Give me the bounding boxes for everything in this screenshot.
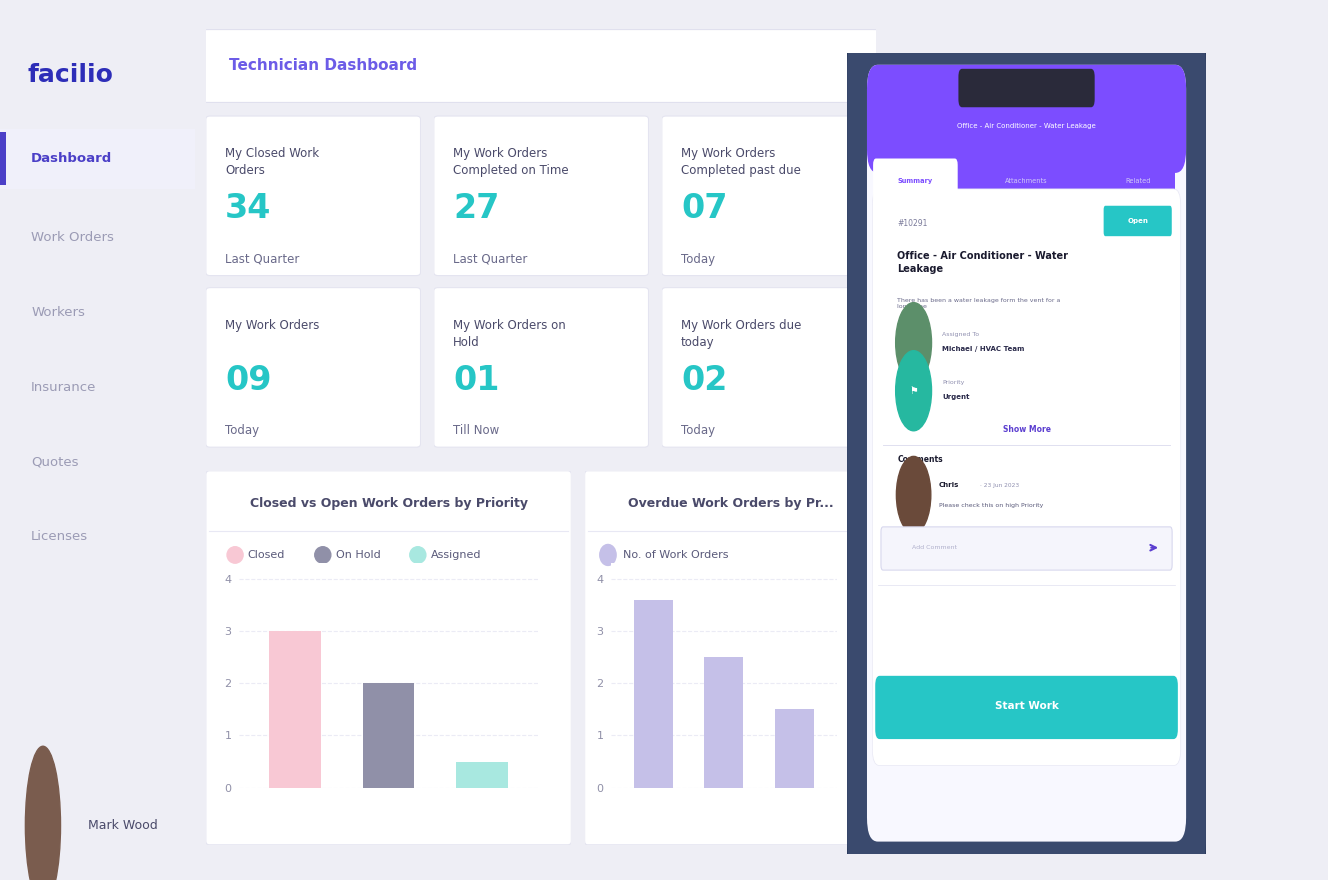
FancyBboxPatch shape [867,65,1186,841]
FancyBboxPatch shape [872,189,1181,766]
Text: 09: 09 [226,364,272,397]
Text: Last Quarter: Last Quarter [226,253,300,266]
Circle shape [410,546,426,563]
Text: 27: 27 [453,193,499,225]
FancyBboxPatch shape [661,116,876,275]
FancyBboxPatch shape [875,676,1178,739]
FancyBboxPatch shape [878,89,1175,205]
Text: My Work Orders due
today: My Work Orders due today [681,319,802,348]
FancyBboxPatch shape [584,471,876,845]
Text: Licenses: Licenses [32,531,89,543]
Text: Today: Today [681,424,716,437]
FancyBboxPatch shape [661,288,876,447]
Circle shape [315,546,331,563]
Text: No. of Work Orders: No. of Work Orders [623,550,728,560]
FancyBboxPatch shape [1104,206,1171,236]
Bar [270,631,321,788]
Text: Last Quarter: Last Quarter [453,253,527,266]
Text: Quotes: Quotes [32,456,78,468]
Text: Michael / HVAC Team: Michael / HVAC Team [943,346,1025,352]
Circle shape [600,545,616,566]
FancyBboxPatch shape [872,158,957,203]
Text: 07: 07 [681,193,728,225]
FancyBboxPatch shape [206,116,421,275]
FancyBboxPatch shape [206,471,571,845]
Text: Urgent: Urgent [943,394,969,400]
Circle shape [227,546,243,563]
FancyBboxPatch shape [0,129,195,189]
FancyBboxPatch shape [867,65,1186,172]
Text: ⚑: ⚑ [910,385,918,396]
FancyBboxPatch shape [880,527,1173,570]
Text: Start Work: Start Work [995,701,1058,711]
Text: My Closed Work
Orders: My Closed Work Orders [226,147,319,177]
Text: facilio: facilio [28,62,113,87]
Text: 02: 02 [681,364,728,397]
FancyBboxPatch shape [195,30,887,102]
Text: Work Orders: Work Orders [32,231,114,244]
Text: Office - Air Conditioner - Water Leakage: Office - Air Conditioner - Water Leakage [957,123,1096,129]
Text: Attachments: Attachments [1005,178,1048,184]
Text: Please check this on high Priority: Please check this on high Priority [939,502,1042,508]
Text: On Hold: On Hold [336,550,380,560]
Text: Summary: Summary [898,178,934,184]
Text: 34: 34 [226,193,271,225]
Bar [363,683,414,788]
Text: Closed vs Open Work Orders by Priority: Closed vs Open Work Orders by Priority [250,497,527,510]
FancyBboxPatch shape [206,288,421,447]
Text: · 23 Jun 2023: · 23 Jun 2023 [980,483,1019,488]
Circle shape [896,457,931,533]
Text: Related: Related [1125,178,1150,184]
Text: Assigned: Assigned [430,550,481,560]
Text: Today: Today [226,424,259,437]
Text: Show More: Show More [1003,425,1050,434]
Text: Today: Today [681,253,716,266]
Circle shape [895,351,931,431]
Text: Add Comment: Add Comment [912,546,956,550]
FancyBboxPatch shape [434,116,648,275]
Text: My Work Orders
Completed past due: My Work Orders Completed past due [681,147,801,177]
Bar [457,761,507,788]
Text: Open: Open [1127,218,1149,224]
Text: My Work Orders: My Work Orders [226,319,320,332]
Circle shape [25,746,61,880]
Text: Assigned To: Assigned To [943,332,980,337]
FancyBboxPatch shape [0,132,5,185]
Text: Closed: Closed [248,550,286,560]
FancyBboxPatch shape [846,21,1207,880]
Text: Comments: Comments [898,455,943,464]
Text: Dashboard: Dashboard [32,152,113,165]
Text: Chris: Chris [939,482,959,488]
Circle shape [895,303,931,383]
Text: There has been a water leakage form the vent for a
long time: There has been a water leakage form the … [898,297,1061,309]
FancyBboxPatch shape [959,69,1094,107]
Text: Mark Wood: Mark Wood [88,819,158,832]
Text: Office - Air Conditioner - Water
Leakage: Office - Air Conditioner - Water Leakage [898,252,1069,274]
Text: 01: 01 [453,364,499,397]
Text: Till Now: Till Now [453,424,499,437]
Text: Technician Dashboard: Technician Dashboard [230,58,417,74]
Text: Insurance: Insurance [32,381,97,393]
Bar [633,600,673,788]
Text: Priority: Priority [943,380,964,385]
Text: My Work Orders on
Hold: My Work Orders on Hold [453,319,566,348]
Text: Overdue Work Orders by Pr...: Overdue Work Orders by Pr... [628,497,833,510]
Text: #10291: #10291 [898,219,928,228]
FancyBboxPatch shape [434,288,648,447]
Text: Workers: Workers [32,306,85,319]
Text: My Work Orders
Completed on Time: My Work Orders Completed on Time [453,147,568,177]
Bar [704,657,744,788]
Bar [776,709,814,788]
